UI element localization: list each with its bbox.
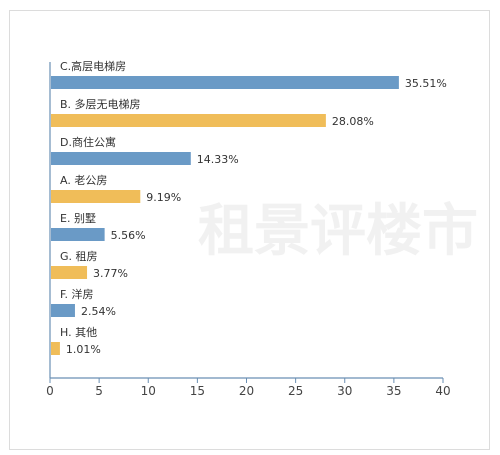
- category-label: H. 其他: [60, 326, 97, 339]
- value-label: 9.19%: [146, 191, 181, 204]
- category-label: F. 洋房: [60, 287, 94, 301]
- category-label: D.商住公寓: [60, 135, 116, 149]
- watermark: 租景评楼市: [198, 198, 478, 264]
- bar: [51, 228, 105, 241]
- bar: [51, 152, 191, 165]
- x-tick-label: 20: [239, 384, 254, 398]
- bar: [51, 342, 60, 355]
- category-label: G. 租房: [60, 250, 98, 263]
- x-tick-label: 35: [386, 384, 401, 398]
- x-tick-label: 5: [95, 384, 103, 398]
- category-label: B. 多层无电梯房: [60, 97, 141, 111]
- value-label: 35.51%: [405, 77, 447, 90]
- x-tick-label: 30: [337, 384, 352, 398]
- bar: [51, 76, 399, 89]
- bar: [51, 190, 141, 203]
- value-label: 1.01%: [66, 343, 101, 356]
- value-label: 3.77%: [93, 267, 128, 280]
- value-label: 14.33%: [197, 153, 239, 166]
- bar: [51, 266, 88, 279]
- value-label: 28.08%: [332, 115, 374, 128]
- value-label: 2.54%: [81, 305, 116, 318]
- x-tick-label: 0: [46, 384, 54, 398]
- category-label: A. 老公房: [60, 174, 107, 187]
- x-tick-label: 25: [288, 384, 303, 398]
- category-label: E. 别墅: [60, 212, 96, 225]
- x-tick-label: 15: [190, 384, 205, 398]
- bar: [51, 304, 75, 317]
- bar: [51, 114, 326, 127]
- x-tick-label: 10: [141, 384, 156, 398]
- x-tick-label: 40: [435, 384, 450, 398]
- value-label: 5.56%: [111, 229, 146, 242]
- category-label: C.高层电梯房: [60, 59, 126, 73]
